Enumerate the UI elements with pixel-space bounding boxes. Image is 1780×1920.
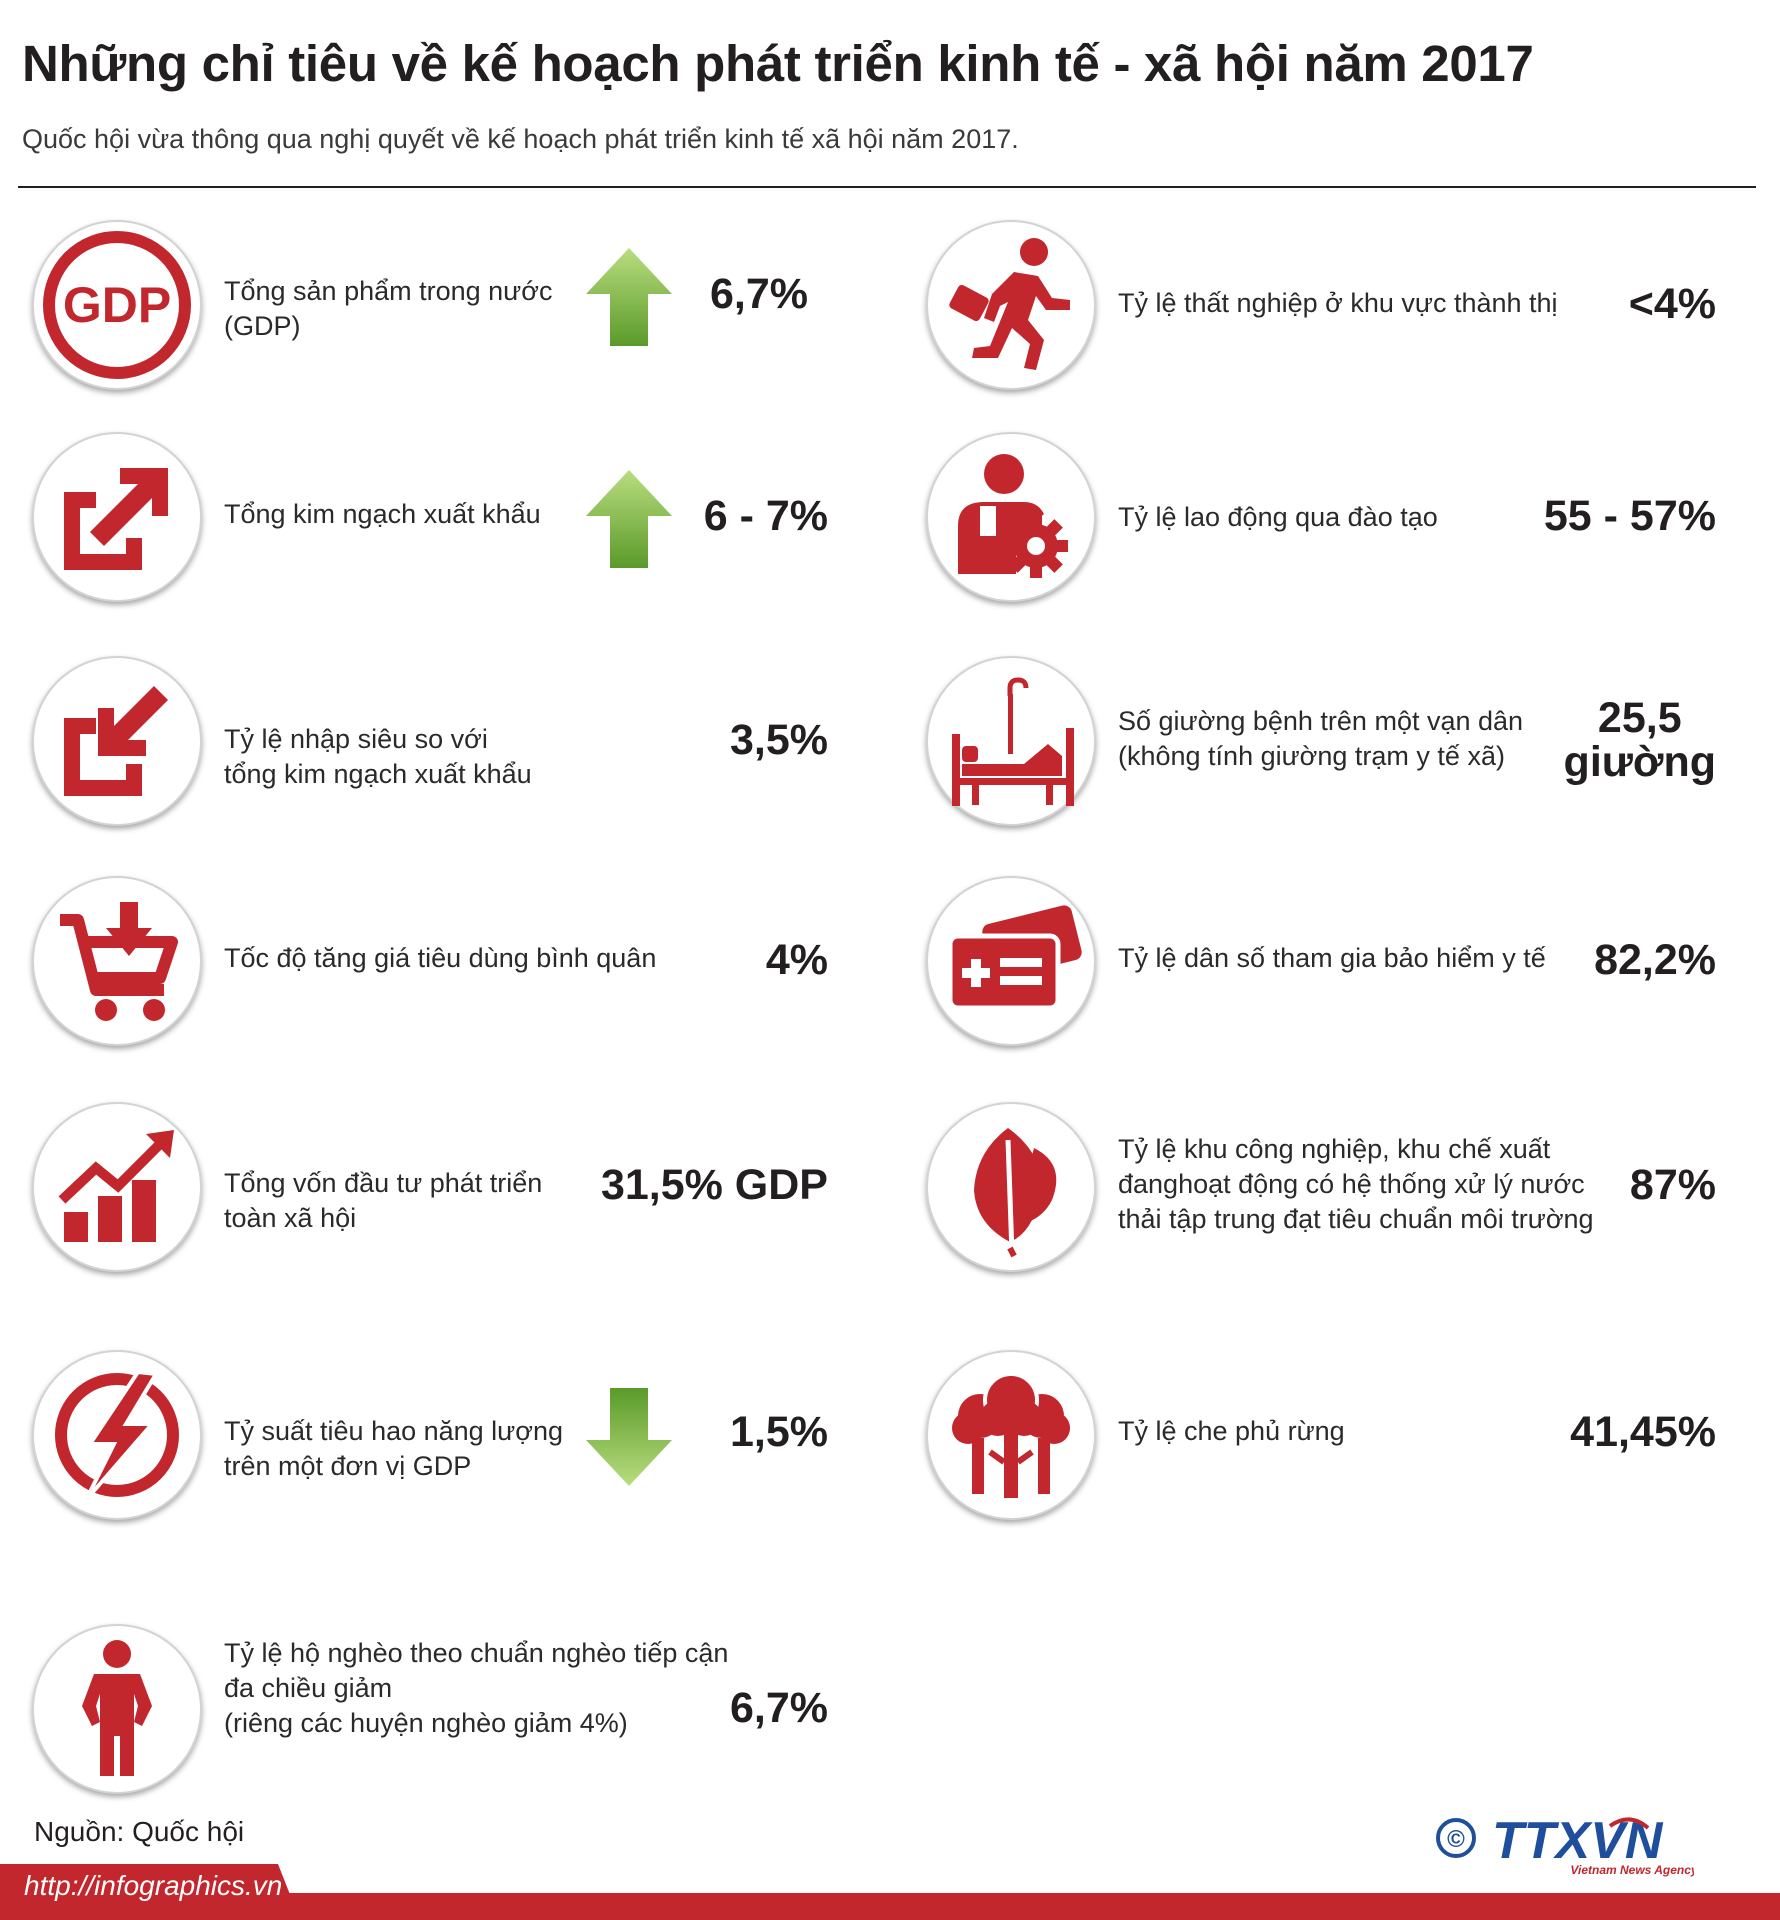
- indicator-import-value: 3,5%: [729, 716, 828, 764]
- arrow-up-icon: [586, 470, 672, 568]
- indicator-investment-label: Tổng vốn đầu tư phát triển toàn xã hội: [224, 1168, 543, 1233]
- shopping-cart-icon: [32, 876, 202, 1046]
- health-card-icon: [926, 876, 1096, 1046]
- poor-person-icon: [32, 1624, 202, 1794]
- indicator-gdp-label: Tổng sản phẩm trong nước (GDP): [224, 276, 553, 341]
- indicator-investment-value: 31,5% GDP: [600, 1161, 828, 1209]
- indicator-energy-label: Tỷ suất tiêu hao năng lượng trên một đơn…: [224, 1416, 563, 1481]
- indicator-hospital-beds-label: Số giường bệnh trên một vạn dân (không t…: [1118, 706, 1524, 771]
- indicator-forest-label: Tỷ lệ che phủ rừng: [1118, 1416, 1345, 1446]
- energy-icon: [32, 1350, 202, 1520]
- indicator-energy-value: 1,5%: [729, 1408, 828, 1456]
- indicator-health-insurance-value: 82,2%: [1594, 936, 1716, 984]
- svg-text:GDP: GDP: [63, 277, 171, 333]
- arrow-up-icon: [586, 248, 672, 346]
- growth-chart-icon: [32, 1102, 202, 1272]
- copyright-symbol: ©: [1447, 1826, 1465, 1853]
- page-title: Những chỉ tiêu về kế hoạch phát triển ki…: [22, 35, 1534, 92]
- indicator-forest-value: 41,45%: [1570, 1408, 1716, 1456]
- page-subtitle: Quốc hội vừa thông qua nghị quyết về kế …: [22, 124, 1019, 154]
- indicator-trained-labor-value: 55 - 57%: [1543, 492, 1716, 540]
- running-man-icon: [926, 220, 1096, 390]
- leaf-icon: [926, 1102, 1096, 1272]
- forest-icon: [926, 1350, 1096, 1520]
- website-link[interactable]: http://infographics.vn: [24, 1870, 283, 1901]
- header-divider: [18, 186, 1756, 188]
- worker-gear-icon: [926, 432, 1096, 602]
- indicator-poverty-label: Tỷ lệ hộ nghèo theo chuẩn nghèo tiếp cận…: [224, 1638, 729, 1738]
- indicator-trained-labor-label: Tỷ lệ lao động qua đào tạo: [1118, 502, 1438, 532]
- indicator-export-label: Tổng kim ngạch xuất khẩu: [224, 499, 541, 529]
- indicator-hospital-beds-value: 25,5 giường: [1563, 694, 1716, 786]
- indicator-industrial-zones-label: Tỷ lệ khu công nghiệp, khu chế xuất đang…: [1118, 1134, 1594, 1234]
- indicator-gdp-value: 6,7%: [709, 270, 808, 318]
- import-icon: [32, 656, 202, 826]
- indicator-unemployment-label: Tỷ lệ thất nghiệp ở khu vực thành thị: [1118, 288, 1558, 318]
- indicator-cpi-label: Tốc độ tăng giá tiêu dùng bình quân: [224, 943, 657, 973]
- indicator-health-insurance-label: Tỷ lệ dân số tham gia bảo hiểm y tế: [1118, 943, 1546, 973]
- gdp-icon: GDP: [32, 220, 202, 390]
- indicator-import-label: Tỷ lệ nhập siêu so với tổng kim ngạch xu…: [224, 724, 532, 789]
- ttxvn-logo: © TTXVN Vietnam News Agency: [1436, 1812, 1694, 1877]
- indicator-poverty-value: 6,7%: [729, 1684, 828, 1732]
- indicator-cpi-value: 4%: [765, 936, 828, 984]
- indicator-unemployment-value: <4%: [1628, 280, 1716, 328]
- logo-tagline: Vietnam News Agency: [1570, 1863, 1694, 1877]
- arrow-down-icon: [586, 1388, 672, 1486]
- indicator-export-value: 6 - 7%: [703, 492, 828, 540]
- url-tab: [0, 1864, 300, 1920]
- indicator-industrial-zones-value: 87%: [1629, 1161, 1716, 1209]
- hospital-bed-icon: [926, 656, 1096, 826]
- source-note: Nguồn: Quốc hội: [34, 1816, 245, 1847]
- export-icon: [32, 432, 202, 602]
